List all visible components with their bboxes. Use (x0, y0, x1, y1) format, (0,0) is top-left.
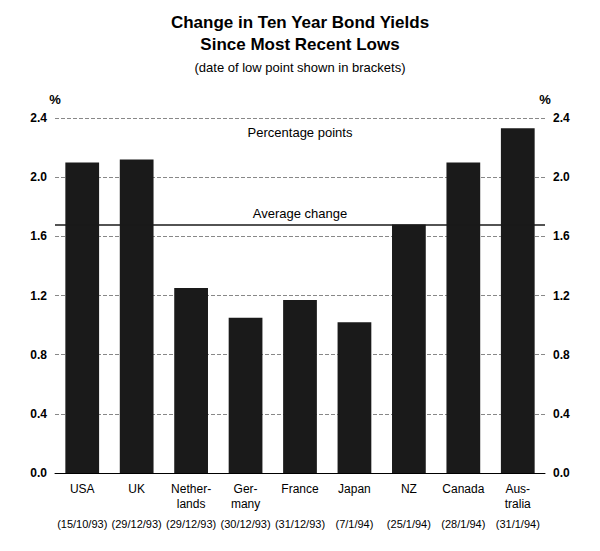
svg-text:NZ: NZ (401, 482, 417, 496)
svg-text:(15/10/93): (15/10/93) (57, 518, 107, 530)
svg-text:%: % (49, 92, 61, 107)
svg-text:Change in Ten Year Bond Yields: Change in Ten Year Bond Yields (171, 13, 429, 32)
svg-text:2.0: 2.0 (30, 170, 47, 184)
svg-text:(31/12/93): (31/12/93) (275, 518, 325, 530)
svg-text:(29/12/93): (29/12/93) (112, 518, 162, 530)
svg-text:0.4: 0.4 (30, 407, 47, 421)
svg-text:(29/12/93): (29/12/93) (166, 518, 216, 530)
svg-text:Percentage points: Percentage points (248, 125, 353, 140)
svg-text:(7/1/94): (7/1/94) (335, 518, 373, 530)
svg-text:Aus-: Aus- (505, 482, 530, 496)
svg-text:lands: lands (177, 497, 206, 511)
svg-text:0.4: 0.4 (553, 407, 570, 421)
svg-text:UK: UK (128, 482, 145, 496)
svg-text:1.6: 1.6 (30, 229, 47, 243)
svg-text:many: many (231, 497, 260, 511)
svg-text:(31/1/94): (31/1/94) (496, 518, 540, 530)
svg-text:Average change: Average change (253, 206, 347, 221)
svg-text:2.4: 2.4 (30, 111, 47, 125)
svg-text:1.6: 1.6 (553, 229, 570, 243)
svg-text:(30/12/93): (30/12/93) (220, 518, 270, 530)
svg-text:Nether-: Nether- (171, 482, 211, 496)
svg-text:1.2: 1.2 (30, 289, 47, 303)
svg-text:0.0: 0.0 (30, 466, 47, 480)
svg-text:%: % (539, 92, 551, 107)
svg-text:France: France (281, 482, 319, 496)
svg-text:Ger-: Ger- (234, 482, 258, 496)
svg-text:Japan: Japan (338, 482, 371, 496)
svg-text:2.4: 2.4 (553, 111, 570, 125)
svg-text:(28/1/94): (28/1/94) (441, 518, 485, 530)
svg-text:2.0: 2.0 (553, 170, 570, 184)
svg-text:USA: USA (70, 482, 95, 496)
svg-text:Canada: Canada (442, 482, 484, 496)
svg-text:tralia: tralia (505, 497, 531, 511)
svg-text:(date of low point shown in br: (date of low point shown in brackets) (195, 60, 406, 75)
svg-text:0.0: 0.0 (553, 466, 570, 480)
svg-text:0.8: 0.8 (30, 348, 47, 362)
svg-text:Since Most Recent Lows: Since Most Recent Lows (200, 35, 399, 54)
svg-text:(25/1/94): (25/1/94) (387, 518, 431, 530)
svg-text:1.2: 1.2 (553, 289, 570, 303)
svg-text:0.8: 0.8 (553, 348, 570, 362)
